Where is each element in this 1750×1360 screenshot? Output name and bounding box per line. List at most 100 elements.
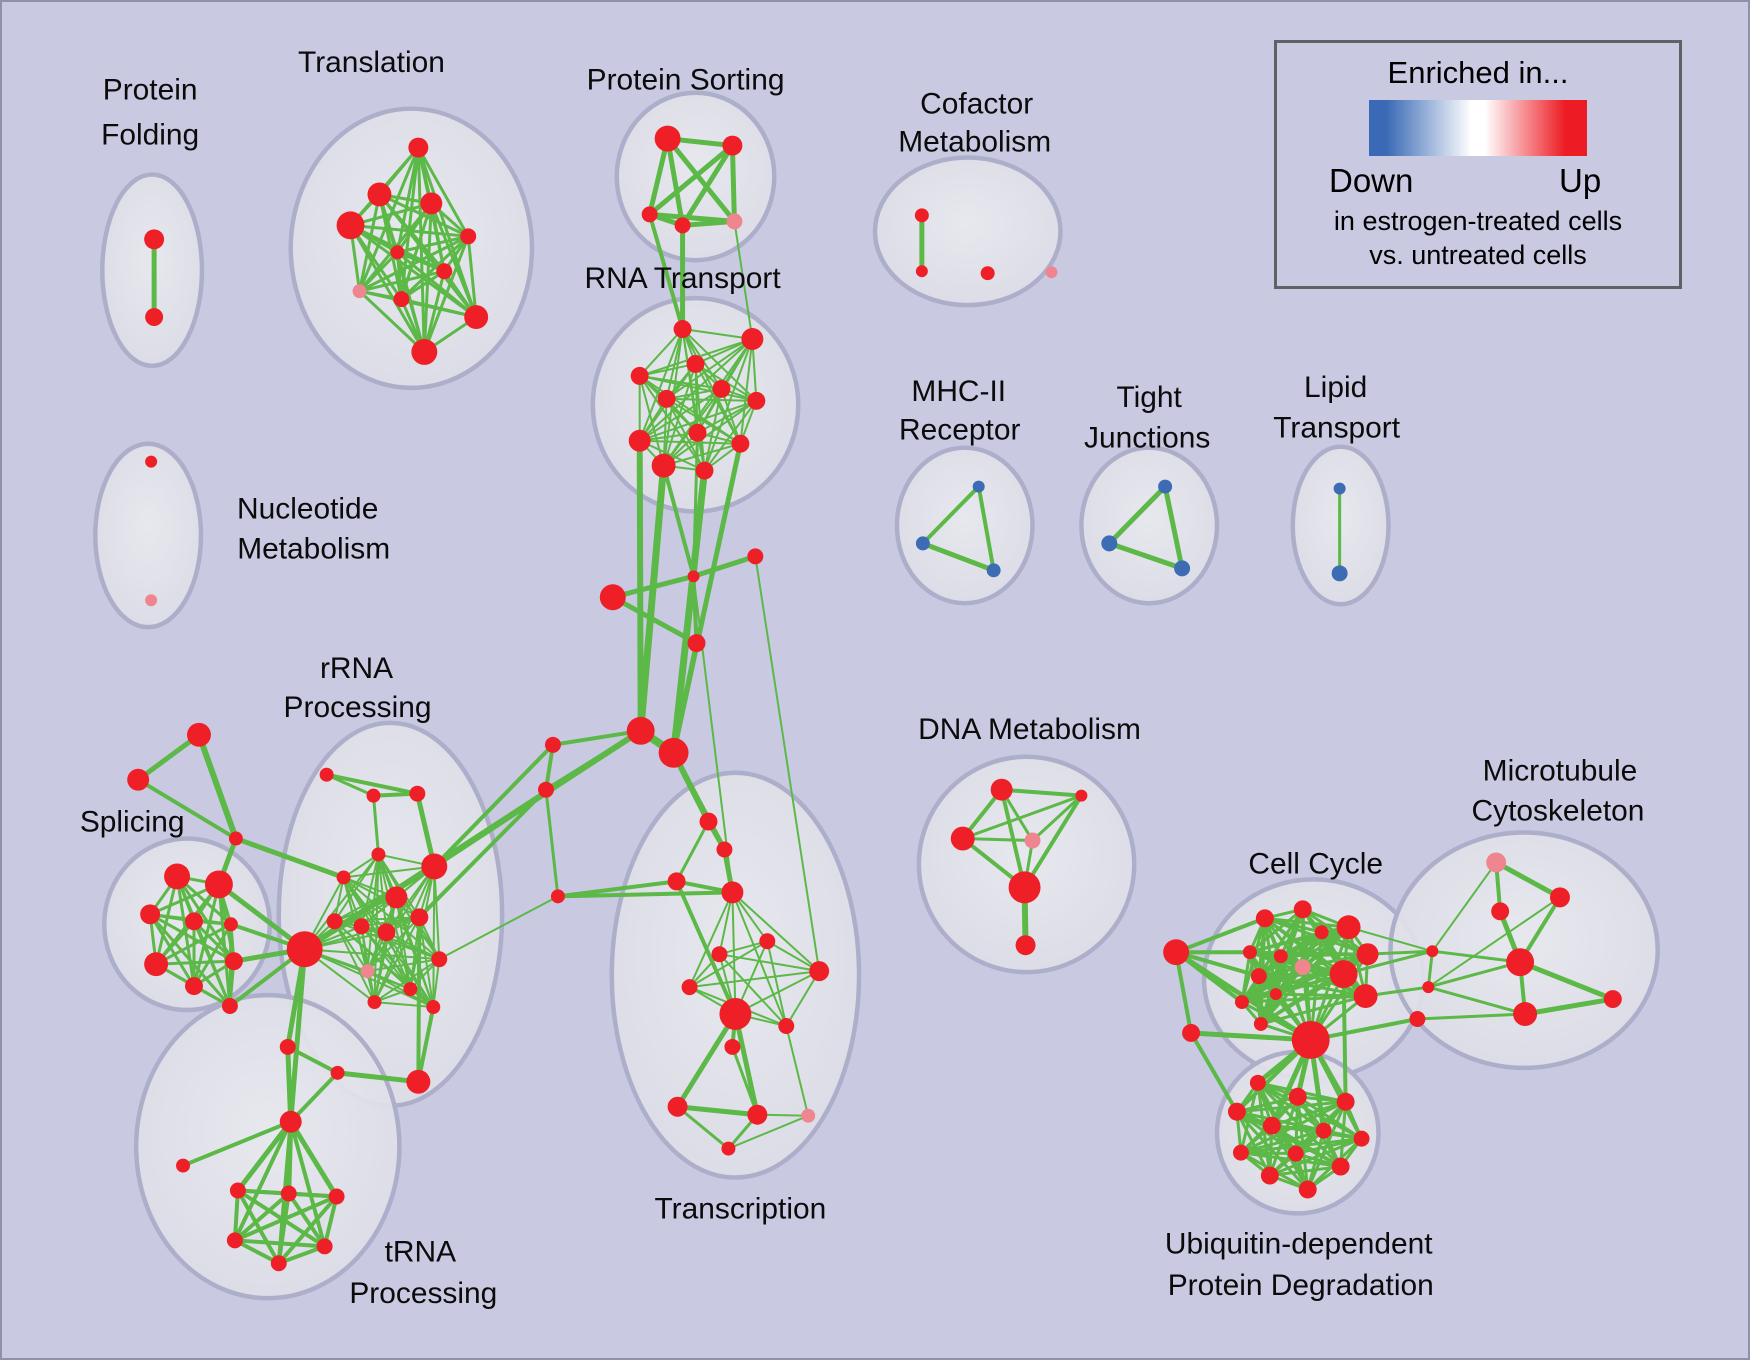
node-tn4[interactable] [328,1188,345,1205]
node-sp5[interactable] [223,917,238,932]
node-br3[interactable] [544,736,561,753]
node-cc6[interactable] [1242,945,1257,960]
node-rr6[interactable] [336,870,351,885]
node-ub6[interactable] [1315,1122,1332,1139]
node-br2[interactable] [747,548,764,565]
node-tx7[interactable] [809,961,830,982]
node-tr4[interactable] [420,192,443,215]
node-cc1[interactable] [1163,939,1190,966]
node-bg1[interactable] [599,584,626,611]
node-bb2[interactable] [658,737,689,768]
node-sp1[interactable] [164,863,191,890]
node-rt12[interactable] [695,461,714,480]
node-tn7[interactable] [270,1255,287,1272]
node-rt4[interactable] [630,366,649,385]
node-cc7[interactable] [1273,949,1288,964]
node-sp2[interactable] [204,870,233,899]
node-rt8[interactable] [688,423,707,442]
node-rr10[interactable] [377,923,396,942]
node-cc3[interactable] [1255,909,1274,928]
node-mt2[interactable] [1550,887,1570,908]
node-ub7[interactable] [1353,1130,1370,1147]
node-cf4[interactable] [1045,266,1058,279]
node-sp4[interactable] [185,912,203,931]
node-tx10[interactable] [724,1038,741,1055]
node-tx8[interactable] [681,979,698,996]
node-cf1[interactable] [914,208,929,223]
node-tn2[interactable] [229,1182,246,1199]
node-st1[interactable] [187,722,211,747]
node-mtb2[interactable] [1422,981,1435,994]
node-tx9[interactable] [778,1018,795,1034]
node-st3[interactable] [228,831,243,846]
node-ub9[interactable] [1287,1145,1304,1162]
node-dn3[interactable] [950,826,975,851]
node-cc8[interactable] [1294,959,1311,976]
node-br1[interactable] [687,570,700,583]
node-rt1[interactable] [673,320,692,339]
node-tx2[interactable] [716,841,733,858]
node-tnH[interactable] [279,1110,302,1133]
node-br5[interactable] [550,889,565,904]
node-tx6[interactable] [711,946,728,963]
node-ps5[interactable] [726,213,743,230]
node-ub8[interactable] [1232,1144,1249,1161]
node-pf1[interactable] [144,229,165,250]
node-rr2[interactable] [366,788,381,803]
node-mtb1[interactable] [1426,945,1439,958]
node-rr13[interactable] [431,951,448,968]
node-tr3[interactable] [367,182,392,207]
node-mh2[interactable] [915,536,930,551]
node-nm2[interactable] [145,594,158,607]
node-tr11[interactable] [411,339,438,365]
node-pf2[interactable] [145,308,164,327]
node-rt5[interactable] [657,389,676,408]
node-lt2[interactable] [1331,565,1348,582]
node-mtb3[interactable] [1409,1011,1426,1027]
node-mt5[interactable] [1513,1002,1538,1026]
node-ps1[interactable] [654,125,681,152]
node-rt6[interactable] [712,379,731,398]
node-mt1[interactable] [1486,852,1507,873]
node-tn5[interactable] [226,1232,243,1249]
node-rr16[interactable] [426,1000,441,1015]
node-rr15[interactable] [367,995,382,1010]
node-tx4[interactable] [721,881,744,904]
node-rr18[interactable] [406,1069,431,1094]
node-dn2[interactable] [1075,789,1088,802]
node-dn4[interactable] [1024,832,1041,849]
node-rr14[interactable] [403,982,418,997]
node-cc5[interactable] [1336,915,1361,940]
node-mh3[interactable] [986,563,1001,578]
node-ps3[interactable] [641,206,658,223]
node-lt1[interactable] [1333,482,1346,495]
node-tx5[interactable] [759,933,776,950]
node-mt3[interactable] [1491,902,1510,921]
node-tr9[interactable] [393,291,410,308]
node-rr9[interactable] [353,918,370,935]
node-cc10[interactable] [1356,943,1379,966]
node-rr1[interactable] [319,767,334,782]
node-dn1[interactable] [990,778,1013,801]
node-mt4[interactable] [1603,990,1622,1009]
node-ub11[interactable] [1260,1166,1279,1185]
node-rr11[interactable] [410,908,429,927]
node-br4[interactable] [537,781,554,798]
node-rt9[interactable] [628,429,651,452]
node-sp3[interactable] [140,904,161,925]
node-tn6[interactable] [316,1238,333,1255]
node-tx3[interactable] [667,872,686,891]
node-st2[interactable] [127,768,150,791]
node-tr10[interactable] [464,305,489,330]
node-cf3[interactable] [980,266,995,281]
node-rr12[interactable] [360,964,375,979]
node-cc4[interactable] [1293,900,1312,919]
node-tr7[interactable] [436,263,453,280]
node-mtH[interactable] [1506,948,1535,977]
node-dn6[interactable] [1015,935,1036,956]
node-ub1[interactable] [1249,1074,1266,1091]
node-rt2[interactable] [741,328,764,350]
node-tr8[interactable] [352,284,367,299]
node-ccH[interactable] [1291,1020,1330,1059]
node-cc15[interactable] [1314,925,1329,940]
